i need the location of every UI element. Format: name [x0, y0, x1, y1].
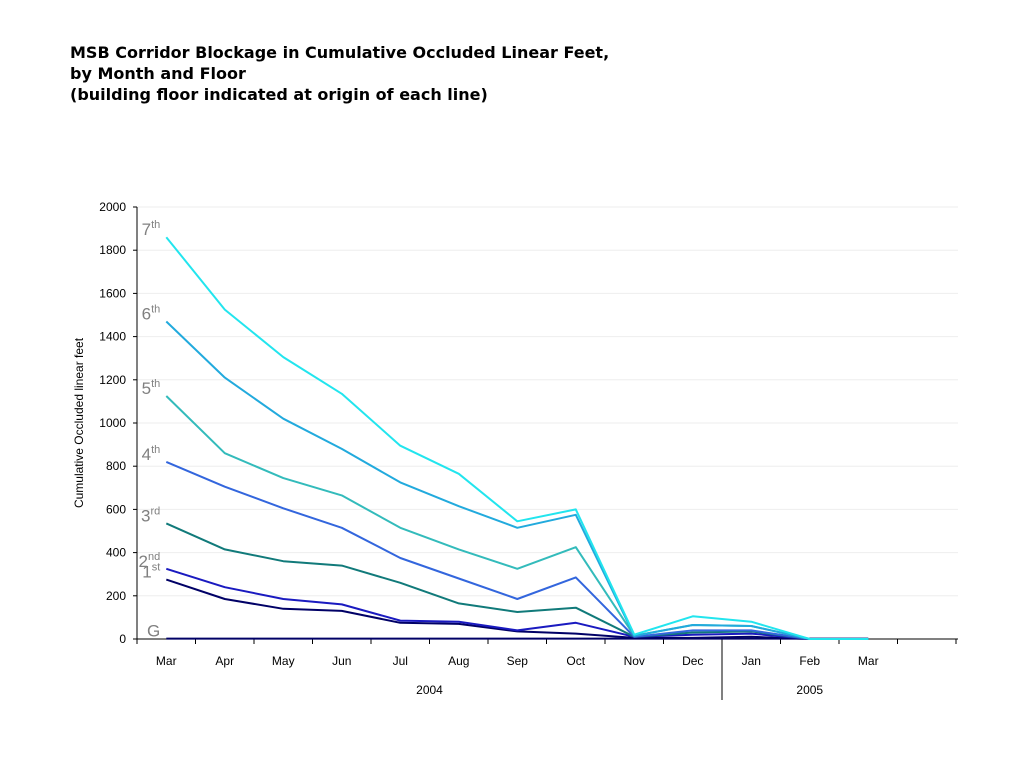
floor-label-suffix: nd: [148, 551, 160, 563]
y-tick-label: 1000: [99, 416, 126, 430]
x-tick-label: Jun: [332, 654, 351, 668]
floor-label-number: 7: [142, 220, 151, 239]
floor-label-number: 6: [142, 304, 151, 323]
title-line-2: by Month and Floor: [70, 64, 246, 83]
series-line-4th: [165, 460, 869, 640]
y-tick-label: 400: [106, 546, 126, 560]
y-tick-label: 200: [106, 589, 126, 603]
floor-label-2nd: 2nd: [139, 551, 161, 571]
floor-label-number: 2: [139, 552, 148, 571]
y-tick-label: 2000: [99, 200, 126, 214]
y-tick-label: 1200: [99, 373, 126, 387]
y-tick-label: 600: [106, 502, 126, 516]
floor-label-6th: 6th: [142, 303, 161, 323]
y-tick-label: 1600: [99, 286, 126, 300]
floor-label-5th: 5th: [142, 378, 161, 398]
floor-label-suffix: th: [151, 378, 160, 390]
series-line-2nd: [165, 567, 869, 640]
floor-label-g: G: [147, 622, 160, 641]
floor-label-number: 5: [142, 379, 151, 398]
x-tick-label: Jul: [393, 654, 408, 668]
floor-label-number: G: [147, 622, 160, 641]
floor-label-number: 1: [142, 563, 151, 582]
y-tick-label: 800: [106, 459, 126, 473]
x-tick-label: Nov: [624, 654, 645, 668]
year-label: 2004: [416, 683, 443, 697]
floor-label-1st: 1st: [142, 562, 160, 582]
series-line-1st: [165, 578, 869, 640]
x-tick-label: Apr: [215, 654, 234, 668]
floor-label-suffix: th: [151, 444, 160, 456]
floor-label-suffix: th: [151, 219, 160, 231]
y-tick-label: 1400: [99, 330, 126, 344]
series-line-7th: [165, 236, 869, 640]
floor-label-7th: 7th: [142, 219, 161, 239]
y-tick-label: 0: [119, 632, 126, 646]
floor-label-suffix: th: [151, 303, 160, 315]
floor-label-number: 3: [141, 506, 150, 525]
title-line-3: (building floor indicated at origin of e…: [70, 85, 488, 104]
x-tick-label: Mar: [156, 654, 177, 668]
x-tick-label: Oct: [566, 654, 585, 668]
year-label: 2005: [796, 683, 823, 697]
series-line-3rd: [165, 522, 869, 640]
floor-label-number: 4: [142, 445, 151, 464]
floor-label-suffix: rd: [150, 505, 160, 517]
chart-title: MSB Corridor Blockage in Cumulative Occl…: [70, 42, 609, 105]
x-tick-label: Aug: [448, 654, 469, 668]
floor-label-4th: 4th: [142, 444, 161, 464]
y-tick-label: 1800: [99, 243, 126, 257]
floor-label-3rd: 3rd: [141, 505, 160, 525]
x-tick-label: May: [272, 654, 295, 668]
y-axis-label: Cumulative Occluded linear feet: [72, 337, 86, 508]
title-line-1: MSB Corridor Blockage in Cumulative Occl…: [70, 43, 610, 62]
x-tick-label: Dec: [682, 654, 703, 668]
x-tick-label: Mar: [858, 654, 879, 668]
floor-label-suffix: st: [152, 562, 161, 574]
x-tick-label: Feb: [799, 654, 820, 668]
series-line-5th: [165, 395, 869, 640]
x-tick-label: Jan: [742, 654, 761, 668]
series-line-6th: [165, 320, 869, 640]
x-tick-label: Sep: [507, 654, 529, 668]
